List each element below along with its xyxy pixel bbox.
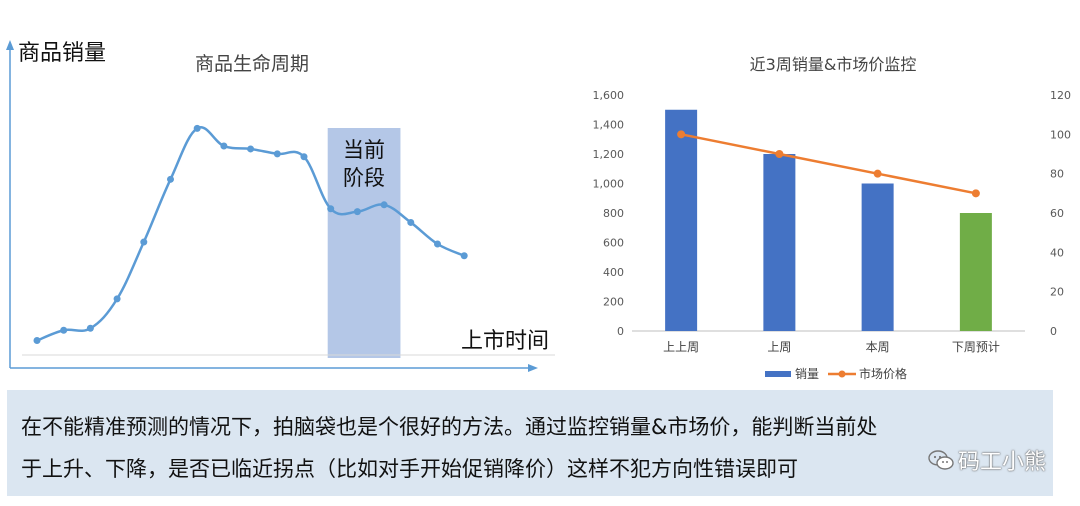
watermark: 码工小熊 [928,444,1046,476]
price-point [873,169,882,178]
y-tick-label: 1,600 [593,89,625,102]
lifecycle-point [273,150,281,158]
lifecycle-chart-svg: 商品销量 商品生命周期 上市时间 当前 阶段 [6,40,555,372]
lifecycle-point [60,326,68,334]
y-tick-label: 1,200 [593,148,625,161]
y2-tick-label: 20 [1050,286,1064,299]
lifecycle-point [167,175,174,183]
sales-bar [665,109,698,331]
caption-line-2: 于上升、下降，是否已临近拐点（比如对手开始促销降价）这样不犯方向性错误即可 [21,457,798,481]
sales-bar [763,154,796,331]
price-point [677,130,686,139]
y-axis-label: 商品销量 [18,41,106,66]
legend-label-price: 市场价格 [859,366,907,381]
lifecycle-points [33,124,468,345]
lifecycle-point [434,240,441,248]
x-tick-label: 上上周 [663,340,699,354]
sales-bar [959,213,992,331]
y2-axis-ticks: 0 20 40 60 80 100 120 [1050,89,1071,338]
lifecycle-point [113,295,121,303]
x-axis-ticks: 上上周 上周 本周 下周预计 [663,340,1000,354]
current-stage-label-1: 当前 [343,138,385,162]
lifecycle-point [380,201,388,209]
price-line [680,133,977,195]
lifecycle-point [140,238,148,246]
lifecycle-point [247,145,255,153]
y2-tick-label: 120 [1050,89,1071,102]
lifecycle-point [407,218,415,226]
sales-bar [861,183,894,331]
x-tick-label: 下周预计 [952,340,1000,354]
current-stage-label-2: 阶段 [343,166,385,190]
caption-line-1: 在不能精准预测的情况下，拍脑袋也是个很好的方法。通过监控销量&市场价，能判断当前… [21,415,878,439]
y-tick-label: 200 [603,296,624,309]
watermark-text: 码工小熊 [957,450,1046,475]
x-axis-label: 上市时间 [461,329,549,354]
legend-swatch-sales [765,371,791,377]
y-tick-label: 0 [617,325,624,338]
current-stage-highlight [327,128,401,358]
lifecycle-point [353,208,361,216]
lifecycle-title: 商品生命周期 [195,53,309,75]
y-axis-arrow [6,40,14,50]
y-axis-ticks: 0 200 400 600 800 1,000 1,200 1,400 1,600 [593,89,625,338]
sales-price-chart-svg: 近3周销量&市场价监控 02004006008001,0001,2001,400… [593,55,1072,381]
lifecycle-point [193,124,201,132]
y-tick-label: 1,000 [593,178,625,191]
y2-tick-label: 0 [1050,325,1057,338]
y2-tick-label: 60 [1050,207,1064,220]
x-tick-label: 上周 [767,340,791,354]
y-tick-label: 600 [603,237,624,250]
lifecycle-point [300,153,308,161]
price-points [677,130,980,198]
sales-bars [665,109,992,331]
grid [632,94,1025,332]
lifecycle-point [86,324,94,332]
y2-tick-label: 80 [1050,168,1064,181]
lifecycle-point [220,142,228,150]
lifecycle-chart: 商品销量 商品生命周期 上市时间 当前 阶段 [0,0,560,380]
legend-marker-price [838,370,846,378]
sales-price-chart: 近3周销量&市场价监控 0 200 400 600 800 1,000 1,200 1,400… [580,40,1080,390]
wechat-icon [928,450,954,470]
lifecycle-point [327,205,335,213]
x-axis-arrow [528,364,538,372]
price-point [971,189,980,198]
lifecycle-point [33,337,41,345]
y-tick-label: 1,400 [593,119,625,132]
y2-tick-label: 40 [1050,246,1064,259]
y2-tick-label: 100 [1050,128,1071,141]
y-tick-label: 400 [603,266,624,279]
lifecycle-point [460,252,468,260]
price-point [775,150,784,158]
x-tick-label: 本周 [866,340,890,354]
legend-label-sales: 销量 [795,367,819,381]
legend: 销量 市场价格 [765,366,907,381]
monitor-title: 近3周销量&市场价监控 [750,55,917,74]
caption: 在不能精准预测的情况下，拍脑袋也是个很好的方法。通过监控销量&市场价，能判断当前… [7,390,1053,496]
y-tick-label: 800 [603,207,624,220]
